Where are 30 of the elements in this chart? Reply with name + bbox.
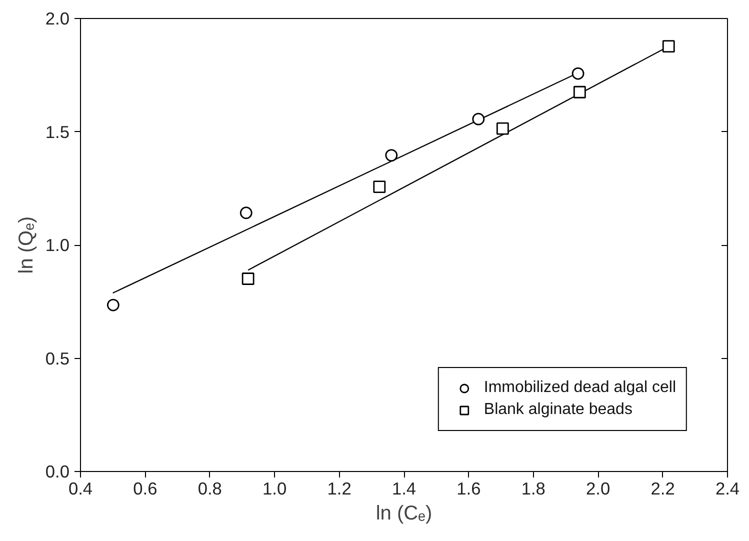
x-tick-label: 0.8 <box>198 478 222 498</box>
y-tick-label: 1.5 <box>45 122 70 142</box>
legend-label: Blank alginate beads <box>484 401 632 419</box>
x-tick-label: 2.4 <box>715 478 740 498</box>
y-axis-title: ln (Qₑ) <box>15 216 38 274</box>
y-tick-label: 0.5 <box>45 348 70 368</box>
point <box>573 86 586 98</box>
x-tick-label: 1.8 <box>521 478 546 498</box>
x-tick-label: 0.4 <box>68 478 93 498</box>
point <box>472 112 485 126</box>
x-tick-label: 2.2 <box>650 478 675 498</box>
y-tick-label: 0.0 <box>45 462 70 482</box>
x-axis-title: ln (Cₑ) <box>376 502 432 524</box>
point <box>242 272 254 285</box>
point <box>572 67 584 80</box>
x-tick-label: 1.2 <box>327 478 352 498</box>
point <box>496 122 509 135</box>
point <box>385 149 398 162</box>
x-tick-label: 2.0 <box>586 478 610 498</box>
point <box>240 206 252 220</box>
y-tick-label: 1.0 <box>45 235 70 255</box>
x-tick-label: 1.0 <box>262 478 287 498</box>
x-tick-label: 1.6 <box>456 478 481 498</box>
legend-label: Immobilized dead algal cell <box>484 379 676 397</box>
x-tick-label: 0.6 <box>133 478 158 498</box>
y-tick-label: 2.0 <box>45 8 70 28</box>
point <box>373 180 386 193</box>
point <box>662 40 675 53</box>
x-tick-label: 1.4 <box>392 478 416 498</box>
point <box>106 298 120 312</box>
